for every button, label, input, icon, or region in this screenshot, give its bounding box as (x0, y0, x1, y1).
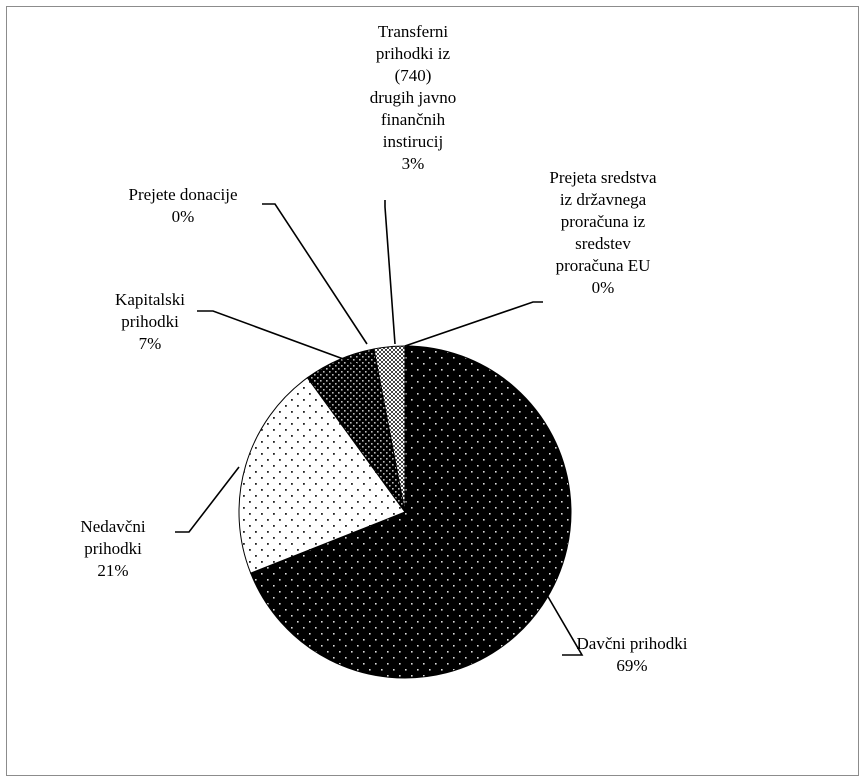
data-label-transferni-line5: finančnih (381, 110, 446, 129)
data-label-transferni-line6: instirucij (383, 132, 443, 151)
data-label-nedavcni-line1: Nedavčni (80, 517, 145, 536)
data-label-kapitalski: Kapitalski prihodki 7% (115, 290, 185, 353)
data-label-eu-line5: proračuna EU (556, 256, 651, 275)
data-label-transferni-line4: drugih javno (370, 88, 456, 107)
data-label-eu-line3: proračuna iz (561, 212, 646, 231)
data-label-kapitalski-line1: Kapitalski (115, 290, 185, 309)
data-label-eu-line2: iz državnega (560, 190, 647, 209)
data-label-kapitalski-value: 7% (139, 334, 162, 353)
data-label-donacije-value: 0% (172, 207, 195, 226)
chart-frame: Davčni prihodki 69% Nedavčni prihodki 21… (6, 6, 859, 776)
data-label-eu-line4: sredstev (575, 234, 631, 253)
leader-donacije (262, 203, 368, 345)
pie-slice-0 (250, 345, 572, 679)
leader-transferni (384, 200, 396, 345)
data-label-nedavcni: Nedavčni prihodki 21% (80, 517, 145, 580)
data-label-eu: Prejeta sredstva iz državnega proračuna … (549, 168, 657, 297)
data-label-transferni: Transferni prihodki iz (740) drugih javn… (370, 22, 456, 173)
data-label-nedavcni-value: 21% (97, 561, 128, 580)
leader-nedavcni (175, 466, 240, 533)
pie-slices (238, 345, 572, 679)
leader-kapitalski (197, 310, 358, 365)
leader-lines (175, 200, 584, 656)
data-label-donacije-name: Prejete donacije (128, 185, 237, 204)
data-label-transferni-line1: Transferni (378, 22, 448, 41)
pie-slice-1 (238, 377, 406, 574)
leader-eu (404, 301, 543, 347)
data-label-transferni-value: 3% (402, 154, 425, 173)
data-label-davcni-name: Davčni prihodki (577, 634, 688, 653)
data-label-eu-value: 0% (592, 278, 615, 297)
pie-chart: Davčni prihodki 69% Nedavčni prihodki 21… (80, 22, 688, 679)
data-label-donacije: Prejete donacije 0% (128, 185, 237, 226)
data-label-kapitalski-line2: prihodki (121, 312, 179, 331)
data-label-davcni: Davčni prihodki 69% (577, 634, 688, 675)
data-label-transferni-line2: prihodki iz (376, 44, 451, 63)
leader-davcni (546, 594, 584, 656)
data-label-eu-line1: Prejeta sredstva (549, 168, 657, 187)
data-label-nedavcni-line2: prihodki (84, 539, 142, 558)
data-label-transferni-line3: (740) (395, 66, 432, 85)
data-label-davcni-value: 69% (616, 656, 647, 675)
